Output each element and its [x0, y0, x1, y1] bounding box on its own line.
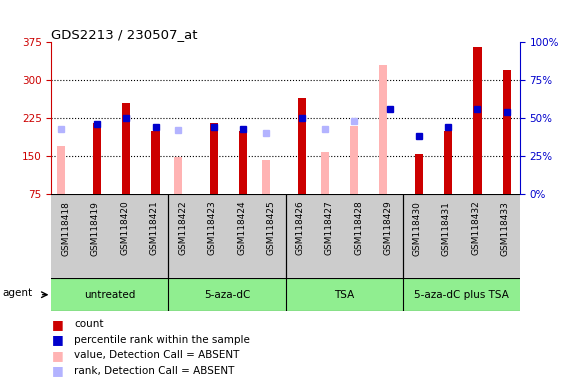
Text: count: count	[74, 319, 104, 329]
Bar	[262, 159, 270, 194]
Text: ■: ■	[51, 333, 63, 346]
Bar	[239, 131, 247, 194]
Bar	[444, 131, 452, 194]
Text: untreated: untreated	[85, 290, 135, 300]
Text: GSM118424: GSM118424	[237, 201, 246, 255]
Bar	[379, 65, 387, 194]
Text: GSM118429: GSM118429	[383, 201, 392, 255]
Text: GSM118433: GSM118433	[500, 201, 509, 256]
Text: GSM118430: GSM118430	[413, 201, 422, 256]
Text: GSM118420: GSM118420	[120, 201, 129, 255]
Text: 5-aza-dC: 5-aza-dC	[204, 290, 250, 300]
Text: agent: agent	[3, 288, 33, 298]
Text: value, Detection Call = ABSENT: value, Detection Call = ABSENT	[74, 350, 240, 360]
Text: rank, Detection Call = ABSENT: rank, Detection Call = ABSENT	[74, 366, 235, 376]
Bar	[298, 98, 306, 194]
Text: GSM118431: GSM118431	[442, 201, 451, 256]
Bar	[57, 146, 66, 194]
Bar	[473, 47, 481, 194]
Bar	[350, 126, 358, 194]
Bar	[502, 70, 511, 194]
Text: GSM118432: GSM118432	[471, 201, 480, 255]
Text: GSM118426: GSM118426	[296, 201, 305, 255]
Bar	[210, 123, 218, 194]
Text: GSM118422: GSM118422	[179, 201, 188, 255]
Text: GSM118428: GSM118428	[354, 201, 363, 255]
Text: GDS2213 / 230507_at: GDS2213 / 230507_at	[51, 28, 198, 41]
Text: GSM118425: GSM118425	[266, 201, 275, 255]
Bar	[415, 154, 423, 194]
Bar	[122, 103, 130, 194]
Text: 5-aza-dC plus TSA: 5-aza-dC plus TSA	[413, 290, 509, 300]
Bar	[93, 123, 101, 194]
Text: GSM118418: GSM118418	[62, 201, 71, 256]
Text: ■: ■	[51, 349, 63, 362]
Text: GSM118423: GSM118423	[208, 201, 217, 255]
Text: ■: ■	[51, 318, 63, 331]
Text: GSM118421: GSM118421	[149, 201, 158, 255]
Text: percentile rank within the sample: percentile rank within the sample	[74, 335, 250, 345]
Text: ■: ■	[51, 364, 63, 377]
Text: GSM118427: GSM118427	[325, 201, 334, 255]
Text: GSM118419: GSM118419	[91, 201, 100, 256]
Bar	[151, 131, 160, 194]
Text: TSA: TSA	[334, 290, 354, 300]
Bar	[174, 157, 183, 194]
Bar	[321, 152, 329, 194]
